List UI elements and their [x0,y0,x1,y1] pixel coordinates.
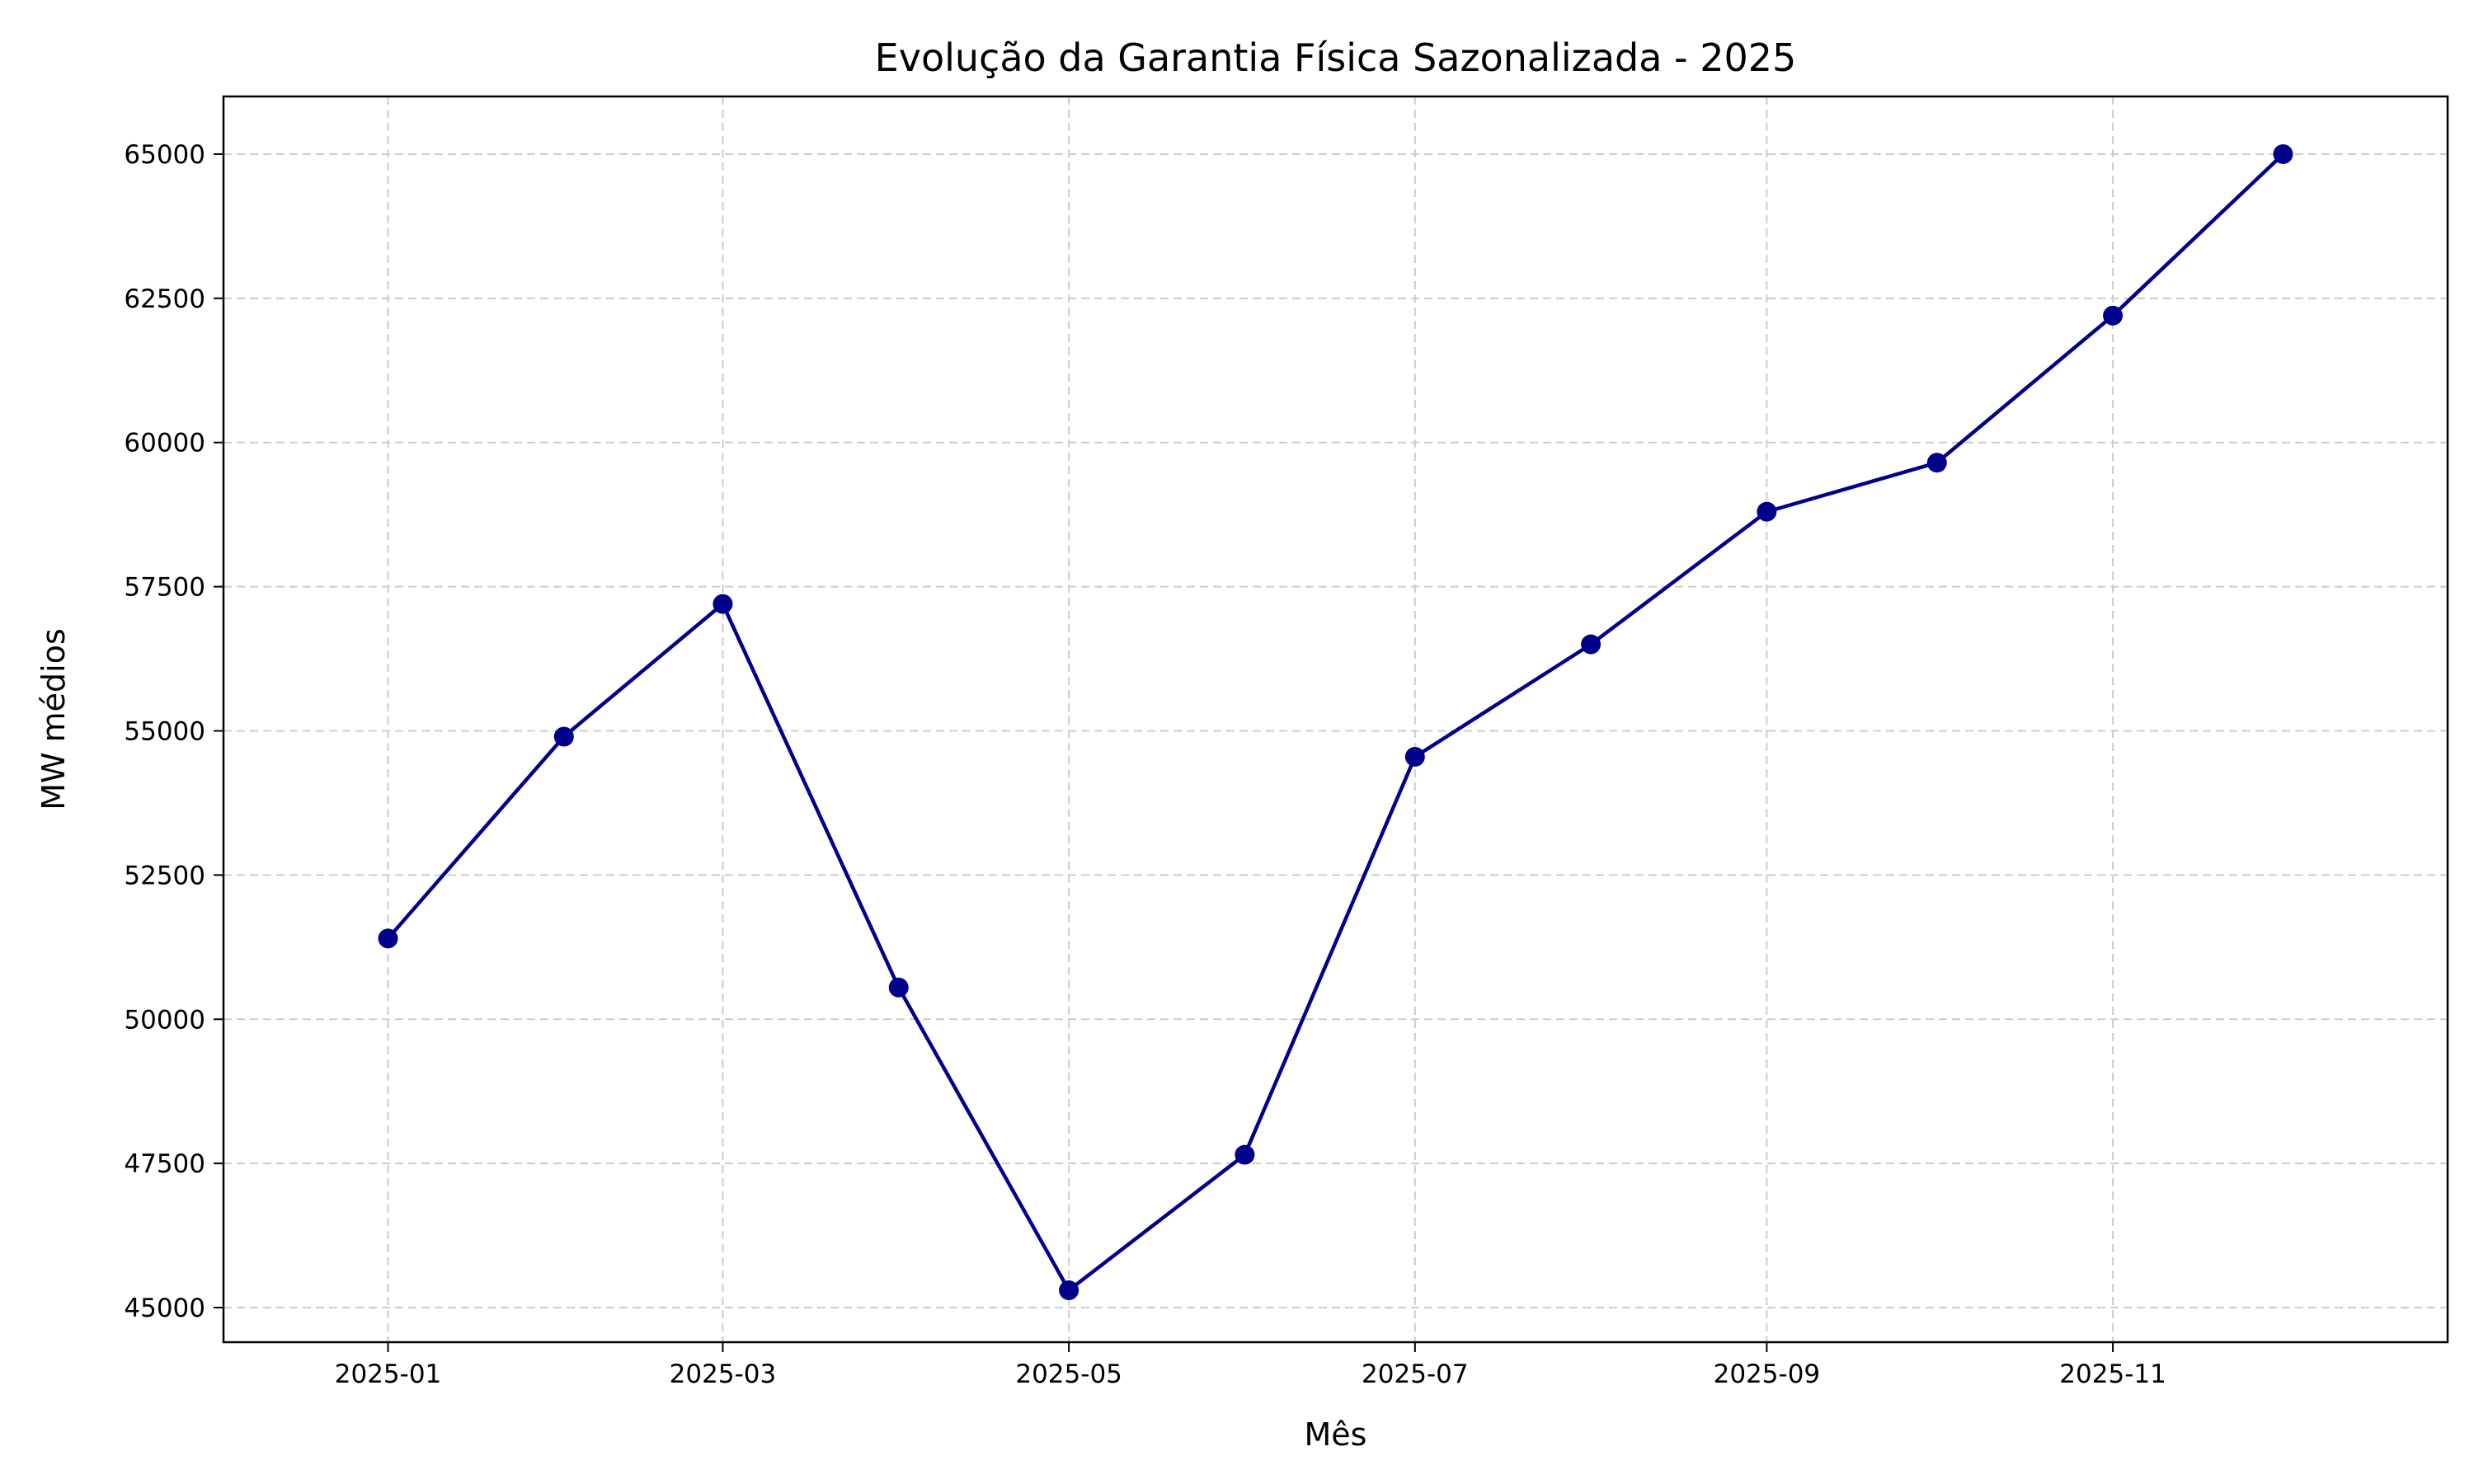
data-point [2103,305,2124,326]
y-tick-label: 62500 [124,284,205,314]
series-layer [378,143,2293,1301]
x-axis-title: Mês [1305,1416,1367,1453]
data-point [888,977,909,998]
data-point [553,726,574,747]
y-tick-label: 45000 [124,1294,205,1323]
chart-title: Evolução da Garantia Física Sazonalizada… [875,35,1797,80]
data-point [713,594,733,614]
y-tick-label: 60000 [124,429,205,458]
data-point [1059,1280,1079,1301]
data-point [378,928,398,949]
x-tick-label: 2025-03 [670,1360,777,1389]
x-tick-label: 2025-09 [1714,1360,1821,1389]
y-tick-label: 57500 [124,573,205,603]
data-point [1926,453,1947,473]
plot-frame [222,95,2449,1344]
axis-ticks: 2025-01 2025-03 2025-05 2025-07 2025-09 2025-… [124,140,2166,1389]
y-tick-label: 65000 [124,140,205,170]
x-tick-label: 2025-07 [1362,1360,1469,1389]
data-point [1404,746,1425,767]
y-tick-label: 55000 [124,716,205,746]
data-point [1581,634,1602,655]
series-line [386,153,2285,1293]
x-tick-label: 2025-11 [2059,1360,2166,1389]
y-axis-title: MW médios [35,628,72,810]
y-tick-label: 52500 [124,861,205,890]
x-tick-label: 2025-01 [335,1360,442,1389]
data-point [1757,501,1777,522]
x-tick-label: 2025-05 [1015,1360,1122,1389]
y-tick-label: 50000 [124,1005,205,1035]
grid [223,96,2448,1342]
data-point [1235,1144,1255,1165]
y-tick-label: 47500 [124,1149,205,1179]
data-point [2273,143,2293,164]
